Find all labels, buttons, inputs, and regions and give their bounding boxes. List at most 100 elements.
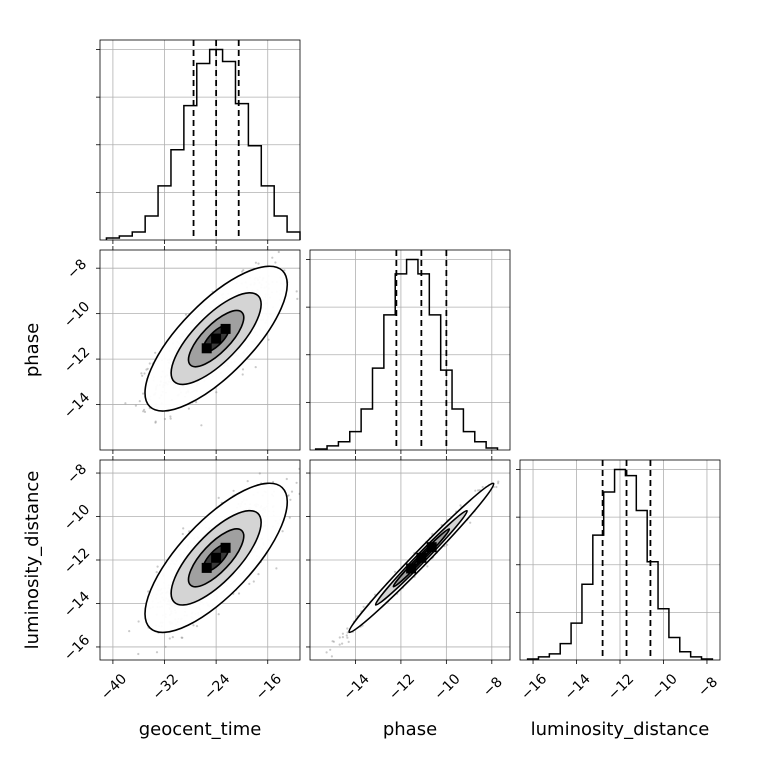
contour-line <box>202 324 230 353</box>
sample-point <box>242 269 245 272</box>
x-tick-label: −12 <box>386 671 418 703</box>
sample-point <box>322 661 324 663</box>
sample-point <box>290 490 294 493</box>
sample-point <box>274 261 277 264</box>
sample-point <box>258 472 261 475</box>
joint-panel-geocent_time-luminosity_distance <box>96 456 301 664</box>
x-axis-label-luminosity_distance: luminosity_distance <box>531 719 710 740</box>
sample-point <box>124 402 127 405</box>
sample-point <box>497 482 500 485</box>
sample-point <box>192 624 195 627</box>
sample-point <box>195 401 198 404</box>
x-tick-label: −10 <box>431 671 463 703</box>
sample-point <box>332 640 335 643</box>
x-axis-label-geocent_time: geocent_time <box>139 719 262 740</box>
y-tick-label: −12 <box>61 545 93 577</box>
panel-frame <box>309 249 511 451</box>
sample-point <box>143 372 146 375</box>
sample-point <box>341 632 344 635</box>
sample-point <box>217 496 220 499</box>
sample-point <box>338 643 341 646</box>
sample-point <box>346 631 349 634</box>
sample-point <box>200 424 203 427</box>
sample-point <box>142 392 145 395</box>
joint-content <box>128 467 300 663</box>
sample-point <box>459 504 462 507</box>
density-core <box>211 333 222 344</box>
contour-line <box>187 309 245 368</box>
sample-point <box>257 262 260 265</box>
x-axis-label-phase: phase <box>383 719 437 740</box>
density-core <box>426 542 437 553</box>
sample-point <box>329 648 332 651</box>
sample-point <box>345 634 348 637</box>
density-core <box>416 552 427 563</box>
sample-point <box>263 234 265 236</box>
sample-point <box>271 256 274 259</box>
contour-line <box>392 528 451 588</box>
sample-point <box>346 627 349 630</box>
sample-point <box>469 521 472 524</box>
sample-point <box>289 498 292 501</box>
y-tick-label: −16 <box>61 632 93 664</box>
sample-point <box>143 410 147 413</box>
sample-point <box>346 636 349 639</box>
sample-point <box>215 391 218 394</box>
y-tick-label: −8 <box>64 461 90 487</box>
sample-point <box>254 261 257 264</box>
sample-point <box>169 415 172 418</box>
contour-line <box>374 509 468 606</box>
hist-step-phase <box>314 258 499 450</box>
sample-point <box>331 640 334 643</box>
sample-point <box>295 481 298 484</box>
sample-point <box>142 410 145 413</box>
hist-panel-geocent_time <box>96 39 301 244</box>
y-tick-label: −14 <box>61 588 93 620</box>
sample-point <box>137 620 140 623</box>
sample-point <box>277 250 280 254</box>
sample-point <box>338 636 341 639</box>
contour-line <box>170 292 262 386</box>
sample-point <box>246 480 249 483</box>
sample-point <box>481 485 484 489</box>
sample-point <box>168 637 171 640</box>
sample-point <box>156 565 159 568</box>
sample-point <box>495 485 498 489</box>
sample-point <box>241 368 245 371</box>
sample-point <box>477 489 480 492</box>
sample-point <box>341 642 344 645</box>
sample-point <box>154 420 157 423</box>
hist-panel-phase <box>306 249 511 454</box>
sample-point <box>275 567 278 570</box>
panel-frame <box>519 459 721 661</box>
sample-point <box>182 527 185 530</box>
x-tick-label: −40 <box>98 671 130 703</box>
sample-point <box>298 467 300 470</box>
sample-point <box>187 407 190 410</box>
sample-point <box>134 404 137 407</box>
panel-frame <box>99 459 301 661</box>
x-tick-label: −32 <box>150 671 182 703</box>
sample-point <box>237 592 241 595</box>
sample-point <box>497 480 500 483</box>
sample-point <box>155 571 158 574</box>
sample-point <box>137 652 140 656</box>
contour-line <box>348 482 495 634</box>
sample-point <box>217 613 220 616</box>
sample-point <box>267 338 270 341</box>
sample-point <box>129 661 131 663</box>
sample-point <box>181 532 184 536</box>
sample-point <box>146 367 149 370</box>
sample-point <box>145 368 148 371</box>
sample-point <box>138 400 141 403</box>
x-tick-label: −10 <box>649 671 681 703</box>
sample-point <box>241 373 244 376</box>
sample-point <box>347 640 350 644</box>
sample-point <box>426 565 429 568</box>
density-core <box>220 323 231 334</box>
sample-point <box>232 489 235 492</box>
sample-point <box>141 374 144 377</box>
sample-point <box>281 530 284 533</box>
sample-point <box>128 630 131 633</box>
